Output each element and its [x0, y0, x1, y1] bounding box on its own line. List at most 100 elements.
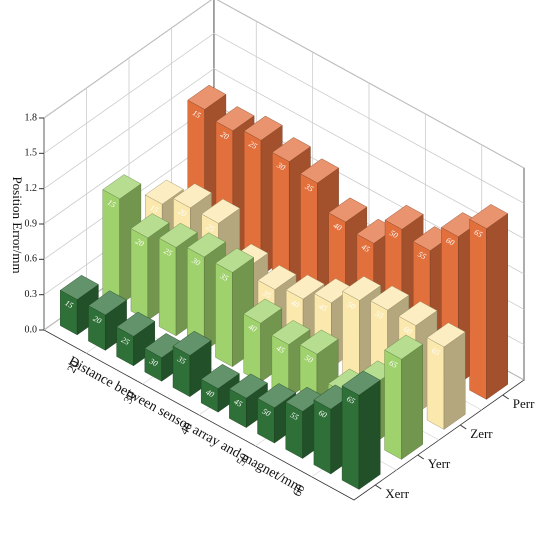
bar-top: [172, 330, 212, 356]
legend-label: Xerr: [385, 486, 409, 501]
y-tick-label: 1.2: [25, 183, 38, 194]
bar-side: [358, 379, 381, 490]
bar-label: 20: [134, 237, 145, 249]
bar-label: 60: [444, 236, 455, 248]
bar-top: [384, 334, 424, 360]
bar-top: [201, 198, 241, 224]
y-tick-label: 0.3: [25, 289, 38, 300]
bar-top: [243, 298, 283, 324]
y-tick-label: 0.0: [25, 324, 38, 335]
bar-label: 40: [204, 387, 215, 399]
bar-label: 45: [232, 397, 243, 409]
bar-top: [186, 232, 226, 258]
series-tick: [459, 424, 467, 430]
bar: 20: [88, 290, 127, 351]
bar-side: [443, 331, 466, 430]
legend-label: Perr: [513, 396, 535, 411]
bar-label: 50: [346, 300, 357, 312]
bar-label: 40: [332, 221, 343, 233]
bar-label: 65: [388, 358, 399, 370]
y-tick-label: 0.9: [25, 218, 38, 229]
bar-label: 15: [148, 203, 159, 215]
bar-top: [370, 285, 410, 311]
bar-top: [398, 301, 438, 326]
bar-label: 30: [275, 160, 287, 172]
bar-label: 25: [120, 335, 131, 347]
bar-label: 15: [106, 198, 117, 210]
bar: 65: [341, 370, 381, 490]
bar-top: [299, 329, 339, 355]
bar: 25: [116, 311, 156, 367]
bar: 45: [228, 373, 268, 428]
bar-top: [469, 204, 509, 229]
bar-top: [130, 213, 170, 239]
bar-label: 45: [317, 302, 328, 314]
bar-top: [173, 183, 212, 209]
bar-top: [116, 311, 156, 337]
bar-top: [144, 179, 184, 205]
bar-top: [328, 197, 368, 223]
series-tick: [374, 484, 382, 490]
series-tick: [502, 394, 510, 400]
bar-label: 50: [261, 407, 272, 419]
bar-label: 65: [430, 346, 441, 358]
bar-label: 30: [190, 255, 202, 267]
bar-label: 40: [289, 298, 300, 310]
legend-label: Zerr: [470, 426, 493, 441]
bar-top: [158, 222, 198, 248]
bar: 65: [384, 334, 424, 460]
bar-label: 35: [175, 354, 187, 366]
bar-label: 65: [345, 394, 356, 406]
bar-top: [271, 137, 311, 162]
y-axis-title: Position Error/mm: [10, 176, 25, 273]
y-tick-label: 0.6: [25, 254, 38, 265]
bar-label: 45: [360, 242, 371, 254]
bar-label: 20: [177, 207, 188, 219]
bar-label: 40: [247, 322, 258, 334]
bar-top: [243, 115, 283, 141]
bar-label: 25: [205, 222, 216, 234]
bar-top: [187, 84, 227, 110]
bar: 65: [469, 204, 509, 400]
grid-line: [43, 68, 525, 240]
grid-line: [43, 0, 525, 169]
bar-label: 15: [191, 108, 202, 120]
bar-side: [401, 343, 423, 460]
bar-label: 20: [219, 130, 230, 142]
bar-top: [341, 370, 381, 396]
bar-label: 65: [473, 228, 484, 240]
bar-label: 50: [303, 353, 314, 365]
bar-top: [300, 158, 340, 184]
bar-front: [469, 219, 487, 400]
bar-top: [102, 174, 142, 200]
y-tick-label: 1.5: [25, 148, 38, 159]
bar-label: 45: [275, 343, 286, 355]
bar-label: 55: [416, 250, 427, 262]
bar-top: [271, 320, 311, 345]
bar-top: [228, 373, 268, 399]
bar-top: [384, 204, 424, 230]
bar-top: [257, 265, 297, 290]
bar-label: 35: [218, 271, 230, 283]
bar-top: [88, 290, 127, 316]
bar-label: 60: [402, 325, 413, 337]
bar-label: 50: [388, 228, 399, 240]
bar-label: 35: [260, 288, 272, 300]
bar-label: 55: [289, 410, 300, 422]
bar-top: [59, 275, 99, 300]
bar-label: 25: [162, 246, 173, 258]
bar-label: 25: [247, 139, 258, 151]
grid-line: [43, 32, 525, 204]
bar-label: 15: [63, 298, 74, 310]
legend-label: Yerr: [428, 456, 451, 471]
bar-label: 20: [92, 314, 103, 326]
bar-label: 35: [303, 181, 315, 193]
bar: 65: [426, 322, 466, 430]
bar-top: [200, 364, 240, 389]
bar: 40: [200, 364, 240, 413]
bar-label: 55: [374, 309, 385, 321]
bar-top: [257, 383, 297, 408]
bar-label: 60: [317, 408, 328, 420]
bar-top: [426, 322, 466, 348]
